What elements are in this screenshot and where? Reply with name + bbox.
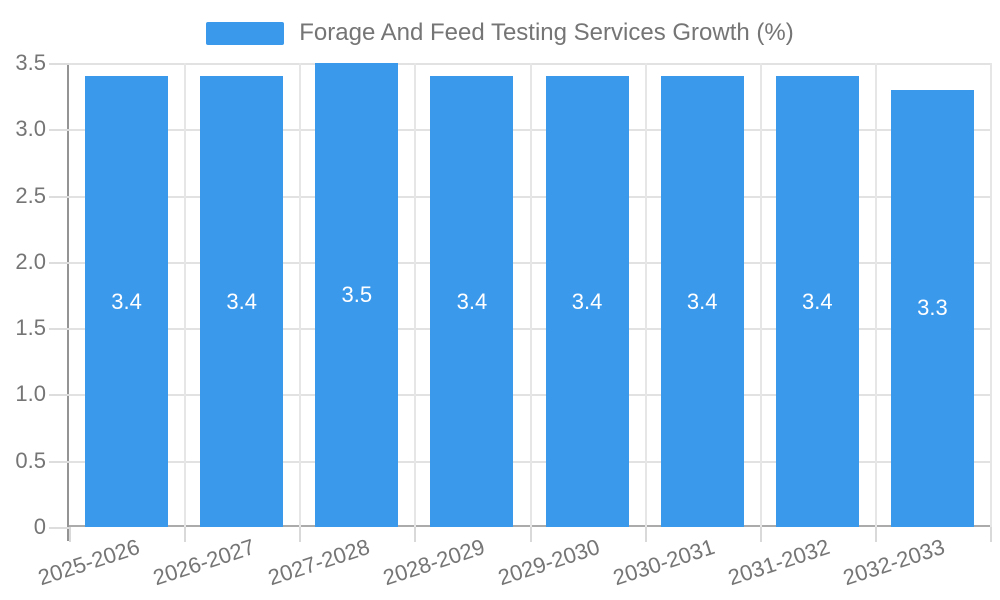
x-tick-label: 2027-2028 — [264, 534, 373, 591]
y-tick-label: 1.5 — [15, 315, 46, 341]
y-axis-tick — [49, 195, 69, 198]
bar-2027-2028[interactable]: 3.5 — [315, 63, 399, 527]
bar-2032-2033[interactable]: 3.3 — [890, 89, 974, 527]
bar-2030-2031[interactable]: 3.4 — [660, 76, 744, 527]
x-axis-tick — [529, 527, 532, 542]
bar-2025-2026[interactable]: 3.4 — [85, 76, 169, 527]
legend-color-swatch — [206, 21, 285, 45]
x-tick-label: 2026-2027 — [149, 534, 258, 591]
y-tick-label: 2.0 — [15, 248, 46, 274]
x-gridline — [874, 63, 877, 527]
legend-label: Forage And Feed Testing Services Growth … — [299, 19, 794, 46]
x-tick-label: 2030-2031 — [610, 534, 718, 591]
y-axis-tick — [49, 63, 69, 65]
x-tick-label: 2029-2030 — [494, 534, 603, 591]
plot-area: 0 0.5 1.0 1.5 2.0 2.5 3.0 3.5 3.4 3.4 3.5 3.4 3.4 3.4… — [15, 50, 992, 542]
x-tick-label: 2032-2033 — [840, 534, 949, 591]
x-axis-tick — [69, 527, 71, 542]
bar-2026-2027[interactable]: 3.4 — [200, 76, 284, 527]
bar-value-label: 3.4 — [802, 288, 833, 314]
y-tick-label: 1.0 — [15, 381, 46, 407]
y-axis-tick — [49, 129, 69, 132]
bar-2029-2030[interactable]: 3.4 — [545, 76, 629, 527]
bar-2028-2029[interactable]: 3.4 — [430, 76, 514, 527]
x-axis-tick — [184, 527, 187, 542]
y-axis-tick — [49, 328, 69, 331]
chart-legend-item[interactable]: Forage And Feed Testing Services Growth … — [0, 14, 1000, 52]
y-axis-line — [67, 63, 69, 541]
bar-value-label: 3.4 — [456, 288, 488, 314]
y-axis-tick — [49, 460, 69, 463]
x-axis-tick — [759, 527, 762, 542]
x-axis-tick — [990, 527, 992, 542]
x-gridline — [299, 63, 302, 527]
bar-2031-2032[interactable]: 3.4 — [775, 76, 859, 527]
x-axis-tick — [874, 527, 877, 542]
y-axis-tick — [49, 527, 69, 529]
x-axis-tick — [299, 527, 302, 542]
y-axis-tick — [49, 261, 69, 264]
bar-value-label: 3.4 — [226, 288, 257, 314]
bar-value-label: 3.4 — [111, 288, 142, 314]
y-axis-tick — [49, 394, 69, 397]
x-axis-tick — [414, 527, 417, 542]
y-tick-label: 3.0 — [15, 116, 46, 142]
bar-value-label: 3.4 — [571, 288, 603, 314]
x-axis-tick — [644, 527, 647, 542]
x-gridline — [644, 63, 647, 527]
x-gridline — [990, 63, 992, 527]
y-tick-label: 2.5 — [15, 182, 46, 208]
bar-value-label: 3.3 — [917, 295, 948, 321]
bar-value-label: 3.4 — [686, 288, 718, 314]
x-gridline — [529, 63, 532, 527]
y-tick-label: 0.5 — [15, 447, 46, 473]
y-tick-label: 0 — [33, 514, 46, 539]
x-tick-label: 2025-2026 — [34, 534, 143, 591]
x-tick-label: 2031-2032 — [725, 534, 834, 591]
bar-value-label: 3.5 — [341, 282, 373, 307]
y-tick-label: 3.5 — [15, 50, 46, 75]
x-gridline — [184, 63, 187, 527]
x-tick-label: 2028-2029 — [379, 534, 488, 591]
x-gridline — [414, 63, 417, 527]
x-gridline — [759, 63, 762, 527]
